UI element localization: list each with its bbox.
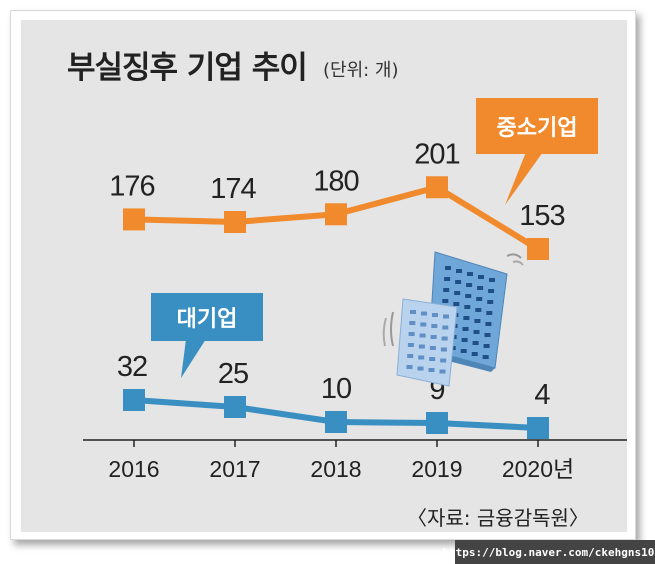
sme-data-label: 180 bbox=[313, 165, 358, 197]
large-marker bbox=[123, 389, 145, 411]
large-marker bbox=[426, 412, 448, 434]
large-data-label: 4 bbox=[534, 379, 550, 411]
large-data-label: 10 bbox=[321, 373, 351, 405]
sme-marker bbox=[123, 208, 145, 231]
sme-data-label: 174 bbox=[210, 173, 256, 205]
sme-badge-pointer bbox=[505, 152, 543, 205]
large-badge-pointer bbox=[181, 339, 206, 378]
large-marker bbox=[224, 396, 246, 418]
large-marker bbox=[527, 417, 549, 439]
source-note: 〈자료: 금융감독원〉 bbox=[407, 506, 589, 530]
x-tick-label: 2016 bbox=[108, 456, 159, 482]
x-tick-label: 2020년 bbox=[502, 456, 574, 482]
building-illustration bbox=[382, 251, 524, 387]
sme-data-label: 201 bbox=[414, 138, 459, 170]
large-marker bbox=[325, 411, 347, 433]
large-data-label: 25 bbox=[218, 358, 248, 390]
sme-marker bbox=[325, 203, 347, 226]
unit-label: (단위: 개) bbox=[323, 60, 399, 81]
large-data-label: 32 bbox=[117, 351, 147, 383]
sme-marker bbox=[426, 176, 448, 199]
sme-marker bbox=[224, 211, 246, 233]
chart-title: 부실징후 기업 추이 bbox=[67, 50, 308, 86]
chart-frame: 부실징후 기업 추이 (단위: 개) 2016 2017 2018 2019 2020년… bbox=[10, 10, 636, 540]
line-chart: 2016 2017 2018 2019 2020년 176 174 180 201 153 32 25… bbox=[83, 138, 627, 482]
blog-watermark: https://blog.naver.com/ckehgns1004 bbox=[442, 540, 655, 564]
legend-badge-large: 대기업 bbox=[151, 293, 263, 341]
chart-panel: 부실징후 기업 추이 (단위: 개) 2016 2017 2018 2019 2020년… bbox=[21, 20, 627, 532]
sme-data-label: 153 bbox=[519, 200, 564, 232]
x-tick-label: 2017 bbox=[209, 456, 260, 482]
sme-marker bbox=[527, 238, 549, 261]
legend-badge-sme: 중소기업 bbox=[476, 98, 598, 154]
sme-data-label: 176 bbox=[109, 170, 154, 202]
x-tick-label: 2019 bbox=[411, 456, 462, 482]
x-tick-label: 2018 bbox=[310, 456, 361, 482]
